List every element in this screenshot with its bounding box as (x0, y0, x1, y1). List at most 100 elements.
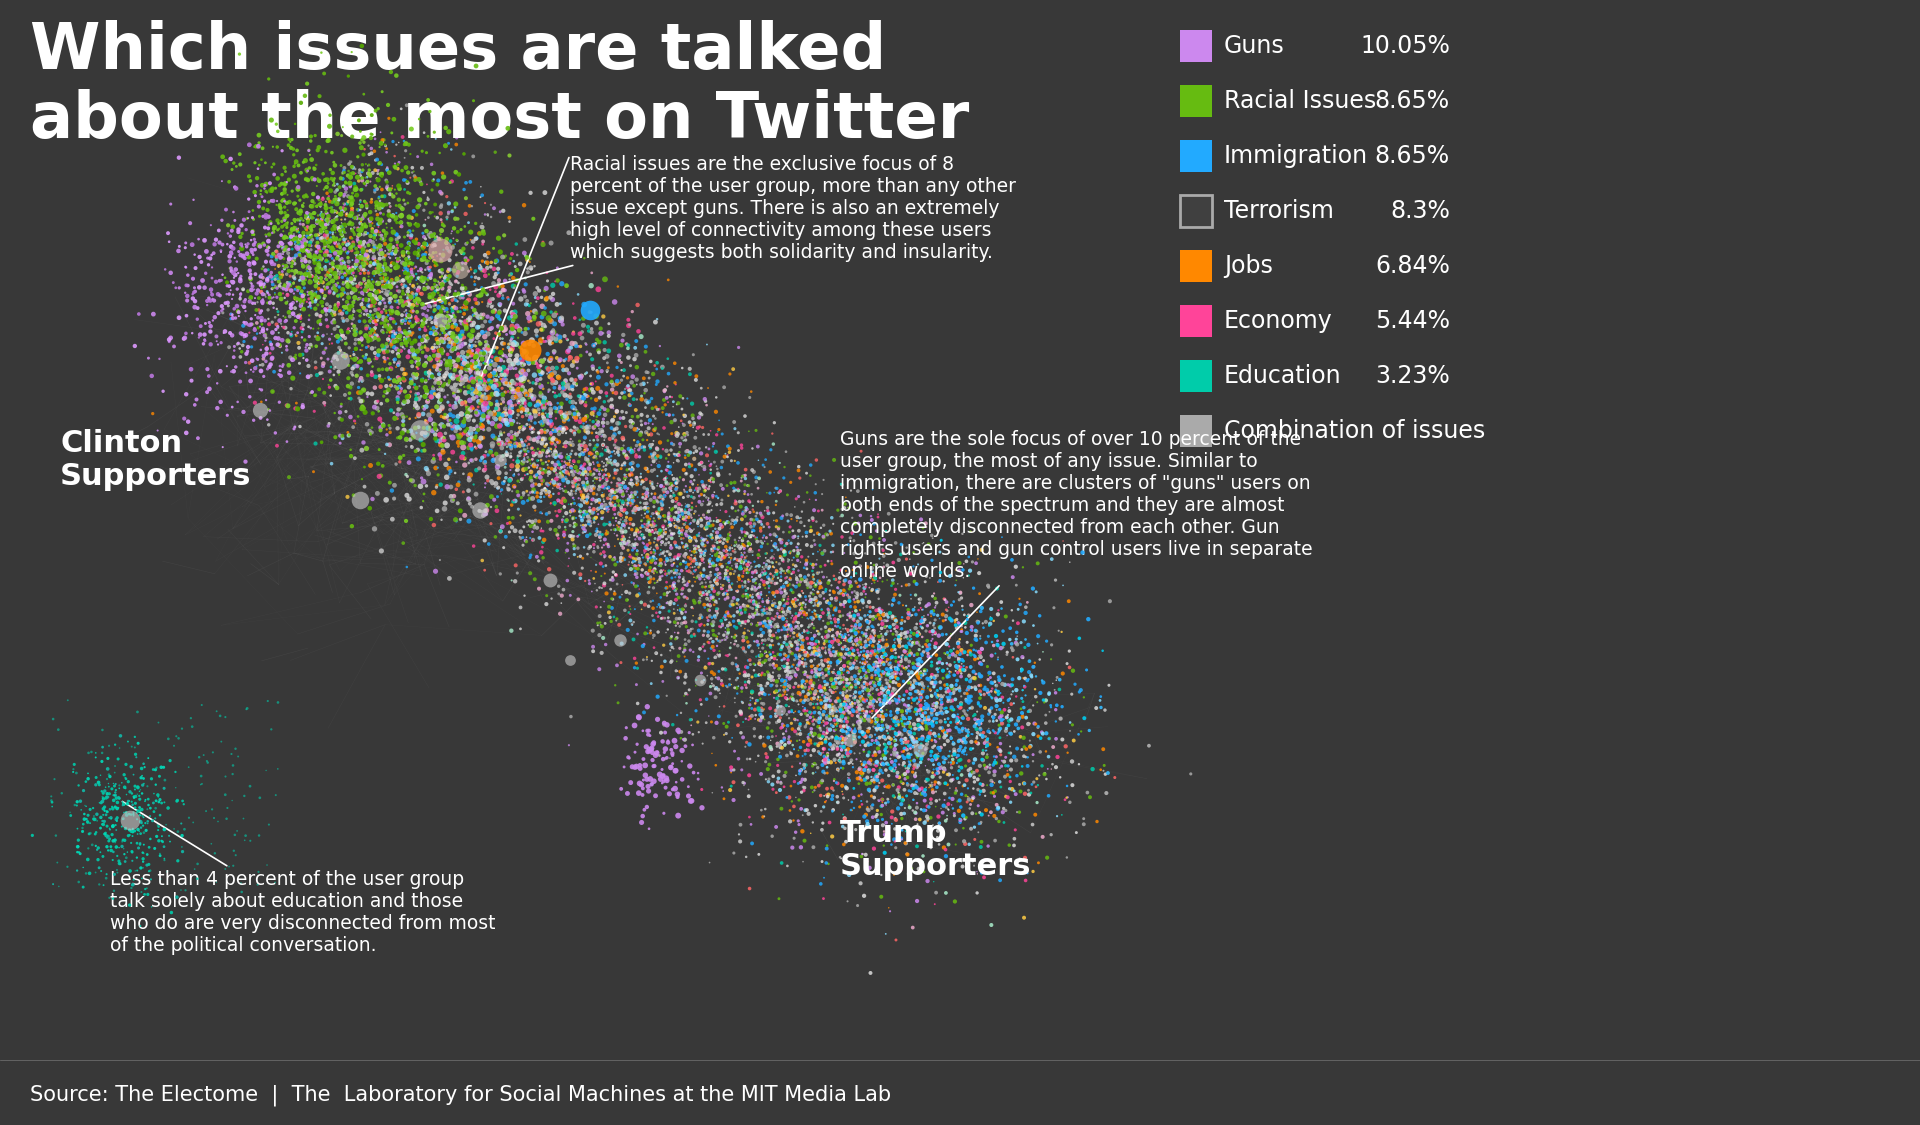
Point (561, 375, 591, 393)
Point (444, 438, 474, 456)
Point (609, 444, 639, 462)
Point (835, 822, 866, 840)
Point (422, 370, 453, 388)
Point (290, 186, 321, 204)
Point (338, 360, 369, 378)
Point (612, 497, 643, 515)
Point (591, 354, 622, 372)
Point (670, 559, 701, 577)
Point (516, 423, 547, 441)
Point (591, 414, 622, 432)
Point (445, 298, 476, 316)
Point (497, 277, 528, 295)
Point (570, 379, 601, 397)
Point (1033, 748, 1064, 766)
Point (733, 573, 764, 591)
Point (246, 309, 276, 327)
Point (766, 564, 797, 582)
Point (428, 408, 459, 426)
Point (282, 222, 313, 240)
Point (766, 579, 797, 597)
Point (918, 688, 948, 706)
Point (131, 880, 161, 898)
Point (246, 151, 276, 169)
Point (668, 561, 699, 579)
Point (732, 524, 762, 542)
Point (945, 798, 975, 816)
Point (639, 460, 670, 478)
Point (851, 727, 881, 745)
Point (973, 722, 1004, 740)
Point (252, 282, 282, 300)
Point (601, 610, 632, 628)
Point (390, 159, 420, 177)
Point (856, 768, 887, 786)
Point (812, 748, 843, 766)
Point (540, 272, 570, 290)
Point (828, 631, 858, 649)
Point (887, 577, 918, 595)
Point (714, 572, 745, 590)
Point (931, 602, 962, 620)
Point (323, 269, 353, 287)
Point (860, 702, 891, 720)
Point (733, 612, 764, 630)
Point (557, 510, 588, 528)
Point (309, 287, 340, 305)
Point (791, 528, 822, 546)
Point (106, 855, 136, 873)
Point (106, 774, 136, 792)
Point (303, 288, 334, 306)
Point (459, 272, 490, 290)
Point (756, 827, 787, 845)
Point (288, 398, 319, 416)
Point (837, 701, 868, 719)
Point (551, 521, 582, 539)
Point (570, 394, 601, 412)
Point (699, 596, 730, 614)
Point (227, 270, 257, 288)
Point (851, 708, 881, 726)
Point (132, 777, 163, 795)
Point (730, 575, 760, 593)
Point (294, 298, 324, 316)
Point (374, 435, 405, 453)
Point (394, 410, 424, 428)
Point (390, 303, 420, 321)
Point (284, 306, 315, 324)
Point (384, 218, 415, 236)
Point (636, 727, 666, 745)
Point (495, 444, 526, 462)
Point (724, 568, 755, 586)
Point (701, 457, 732, 475)
Point (346, 213, 376, 231)
Point (361, 308, 392, 326)
Point (868, 676, 899, 694)
Point (319, 310, 349, 328)
Point (793, 681, 824, 699)
Point (246, 302, 276, 319)
Point (685, 691, 716, 709)
Point (660, 480, 691, 498)
Point (607, 483, 637, 501)
Point (697, 655, 728, 673)
Point (985, 742, 1016, 760)
Point (632, 495, 662, 513)
Point (624, 774, 655, 792)
Point (551, 433, 582, 451)
Point (864, 610, 895, 628)
Point (883, 688, 914, 706)
Point (787, 655, 818, 673)
Point (887, 830, 918, 848)
Point (881, 652, 912, 670)
Point (831, 645, 862, 663)
Point (701, 602, 732, 620)
Point (877, 626, 908, 643)
Point (413, 330, 444, 348)
Point (837, 636, 868, 654)
Point (244, 827, 275, 845)
Point (601, 482, 632, 500)
Point (359, 142, 390, 160)
Point (895, 718, 925, 736)
Point (883, 627, 914, 645)
